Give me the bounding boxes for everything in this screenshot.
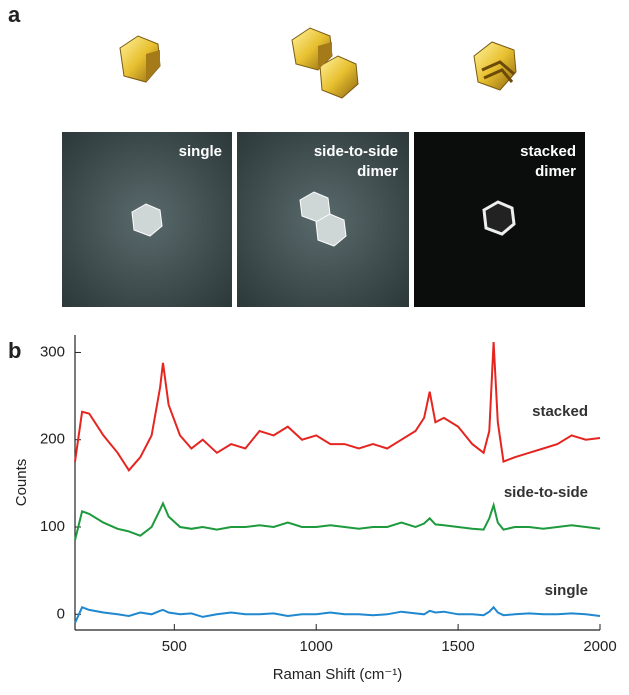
image-label: dimer [535, 163, 576, 180]
x-axis-label: Raman Shift (cm⁻¹) [273, 666, 403, 683]
y-tick-label: 100 [40, 518, 65, 535]
series-line [74, 341, 601, 472]
y-axis-label: Counts [13, 459, 30, 507]
series-label: side-to-side [504, 484, 588, 501]
particle-stacked-dimer [473, 41, 517, 91]
series-label: single [545, 582, 588, 599]
sem-images [62, 132, 585, 307]
x-tick-label: 2000 [583, 638, 616, 655]
image-label: dimer [357, 163, 398, 180]
image-label: side-to-side [314, 143, 398, 160]
y-tick-label: 200 [40, 431, 65, 448]
panel-label: a [8, 2, 21, 27]
y-tick-label: 0 [57, 605, 65, 622]
x-tick-label: 1000 [300, 638, 333, 655]
x-tick-label: 1500 [441, 638, 474, 655]
series-label: stacked [532, 403, 588, 420]
image-label: single [179, 143, 222, 160]
image-label: stacked [520, 143, 576, 160]
series-line [74, 605, 601, 624]
y-tick-label: 300 [40, 343, 65, 360]
x-tick-label: 500 [162, 638, 187, 655]
panel-label: b [8, 338, 21, 363]
particle-side-dimer [291, 27, 359, 99]
particle-single [119, 35, 161, 83]
series-line [74, 500, 601, 541]
